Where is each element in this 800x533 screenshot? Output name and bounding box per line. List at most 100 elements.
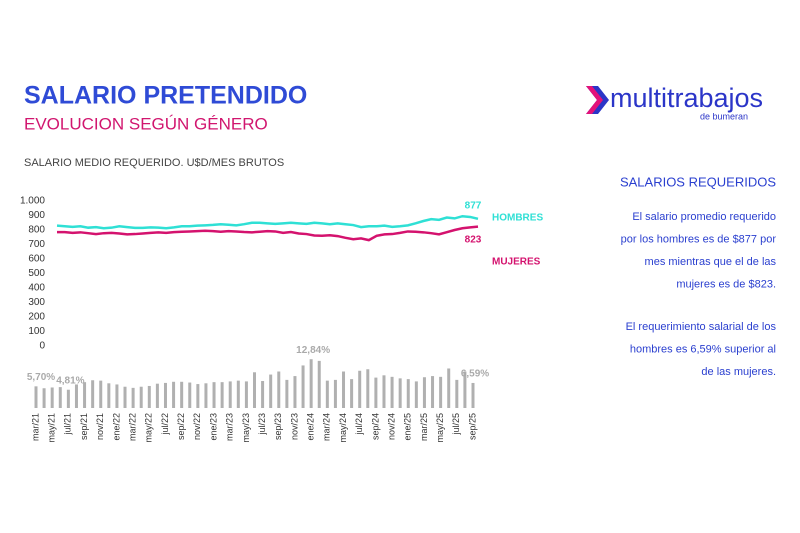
y-tick-label: 800: [28, 225, 45, 236]
x-tick-label: mar/25: [419, 413, 429, 441]
panel-title: SALARIOS REQUERIDOS: [620, 174, 776, 189]
gap-bar: [50, 387, 54, 408]
gap-bar: [220, 382, 224, 408]
x-tick-label: may/21: [47, 413, 57, 443]
x-tick-label: ene/23: [208, 413, 218, 441]
x-tick-label: ene/22: [111, 413, 121, 441]
panel-text: hombres es 6,59% superior al: [630, 343, 776, 355]
gap-bar: [293, 376, 297, 408]
gap-bar: [285, 379, 289, 408]
gap-bar: [115, 384, 119, 408]
panel-text: El requerimiento salarial de los: [626, 321, 777, 333]
gap-bar: [366, 369, 370, 408]
gap-bar: [301, 365, 305, 408]
y-tick-label: 200: [28, 312, 45, 323]
gap-bar: [471, 382, 475, 408]
panel-text: El salario promedio requerido: [632, 211, 776, 223]
x-tick-label: may/22: [144, 413, 154, 443]
gap-bar: [74, 384, 78, 408]
gap-bar: [309, 359, 313, 408]
gap-bar: [463, 371, 467, 408]
bar-value-label: 5,70%: [27, 372, 55, 383]
gap-bar: [447, 368, 451, 408]
panel-text: por los hombres es de $877 por: [621, 233, 777, 245]
panel-text: mes mientras que el de las: [645, 256, 777, 268]
logo: multitrabajos de bumeran: [586, 83, 763, 121]
gap-bar: [123, 386, 127, 408]
x-tick-label: sep/21: [79, 413, 89, 440]
gap-bar: [342, 371, 346, 408]
gap-bar: [317, 360, 321, 408]
logo-tagline: de bumeran: [700, 111, 748, 121]
line: [56, 214, 479, 230]
gap-bar: [172, 381, 176, 408]
gap-bar: [228, 381, 232, 408]
gap-bar: [91, 380, 95, 408]
gap-bar: [180, 381, 184, 408]
gap-bar: [34, 386, 38, 408]
gap-bar: [196, 384, 200, 408]
gap-bar: [390, 376, 394, 408]
title: SALARIO PRETENDIDO: [24, 82, 307, 110]
gap-bar: [414, 381, 418, 408]
x-tick-label: sep/22: [176, 413, 186, 440]
y-tick-label: 400: [28, 283, 45, 294]
bar-value-label: 12,84%: [296, 345, 330, 356]
gap-bar: [83, 382, 87, 408]
gap-bar: [333, 379, 337, 408]
x-tick-label: sep/23: [273, 413, 283, 440]
gap-bar: [269, 374, 273, 408]
bar-value-label: 4,81%: [56, 375, 84, 386]
x-tick-label: sep/24: [370, 413, 380, 440]
bar-value-label: 6,59%: [461, 369, 489, 380]
gap-bar: [131, 387, 135, 408]
y-tick-label: 300: [28, 297, 45, 308]
y-tick-label: 1.000: [20, 196, 45, 207]
end-value-label: 823: [465, 234, 482, 245]
y-tick-label: 500: [28, 268, 45, 279]
gap-bar: [244, 381, 248, 408]
x-tick-label: mar/24: [322, 413, 332, 441]
gap-bar: [358, 370, 362, 408]
series-label: HOMBRES: [492, 213, 543, 224]
logo-brand: multitrabajos: [610, 83, 763, 113]
series-label: MUJERES: [492, 257, 541, 268]
y-tick-label: 700: [28, 239, 45, 250]
x-tick-label: mar/21: [30, 413, 40, 441]
x-tick-label: nov/21: [95, 413, 105, 440]
gap-bar: [236, 380, 240, 408]
gap-bar: [99, 380, 103, 408]
gap-bar: [374, 377, 378, 408]
x-tick-label: may/24: [338, 413, 348, 443]
gap-bar: [253, 372, 256, 408]
gap-bar: [107, 383, 111, 408]
gap-bar: [277, 371, 281, 408]
x-tick-label: jul/23: [257, 413, 267, 436]
gap-bar: [406, 379, 410, 408]
gap-bar: [42, 388, 46, 408]
gap-bar: [147, 385, 151, 408]
x-tick-label: mar/23: [225, 413, 235, 441]
y-tick-label: 600: [28, 254, 45, 265]
gap-bar: [350, 379, 354, 408]
x-tick-label: nov/23: [289, 413, 299, 440]
x-tick-label: sep/25: [467, 413, 477, 440]
end-value-label: 877: [465, 200, 482, 211]
gap-bar: [325, 380, 329, 408]
gap-bar: [155, 383, 159, 408]
x-tick-label: ene/25: [403, 413, 413, 441]
gap-bar: [382, 375, 386, 408]
x-tick-label: jul/24: [354, 413, 364, 436]
x-tick-label: jul/21: [63, 413, 73, 436]
x-tick-label: nov/24: [386, 413, 396, 440]
panel-text: de las mujeres.: [701, 366, 776, 378]
x-tick-label: mar/22: [127, 413, 137, 441]
gap-bar: [204, 383, 208, 408]
gap-bar: [398, 378, 402, 408]
chart-title: SALARIO MEDIO REQUERIDO. U$D/MES BRUTOS: [24, 157, 284, 169]
line: [57, 225, 479, 242]
y-tick-label: 100: [28, 326, 45, 337]
x-tick-label: may/23: [241, 413, 251, 443]
x-tick-label: nov/22: [192, 413, 202, 440]
y-tick-label: 0: [39, 341, 45, 352]
